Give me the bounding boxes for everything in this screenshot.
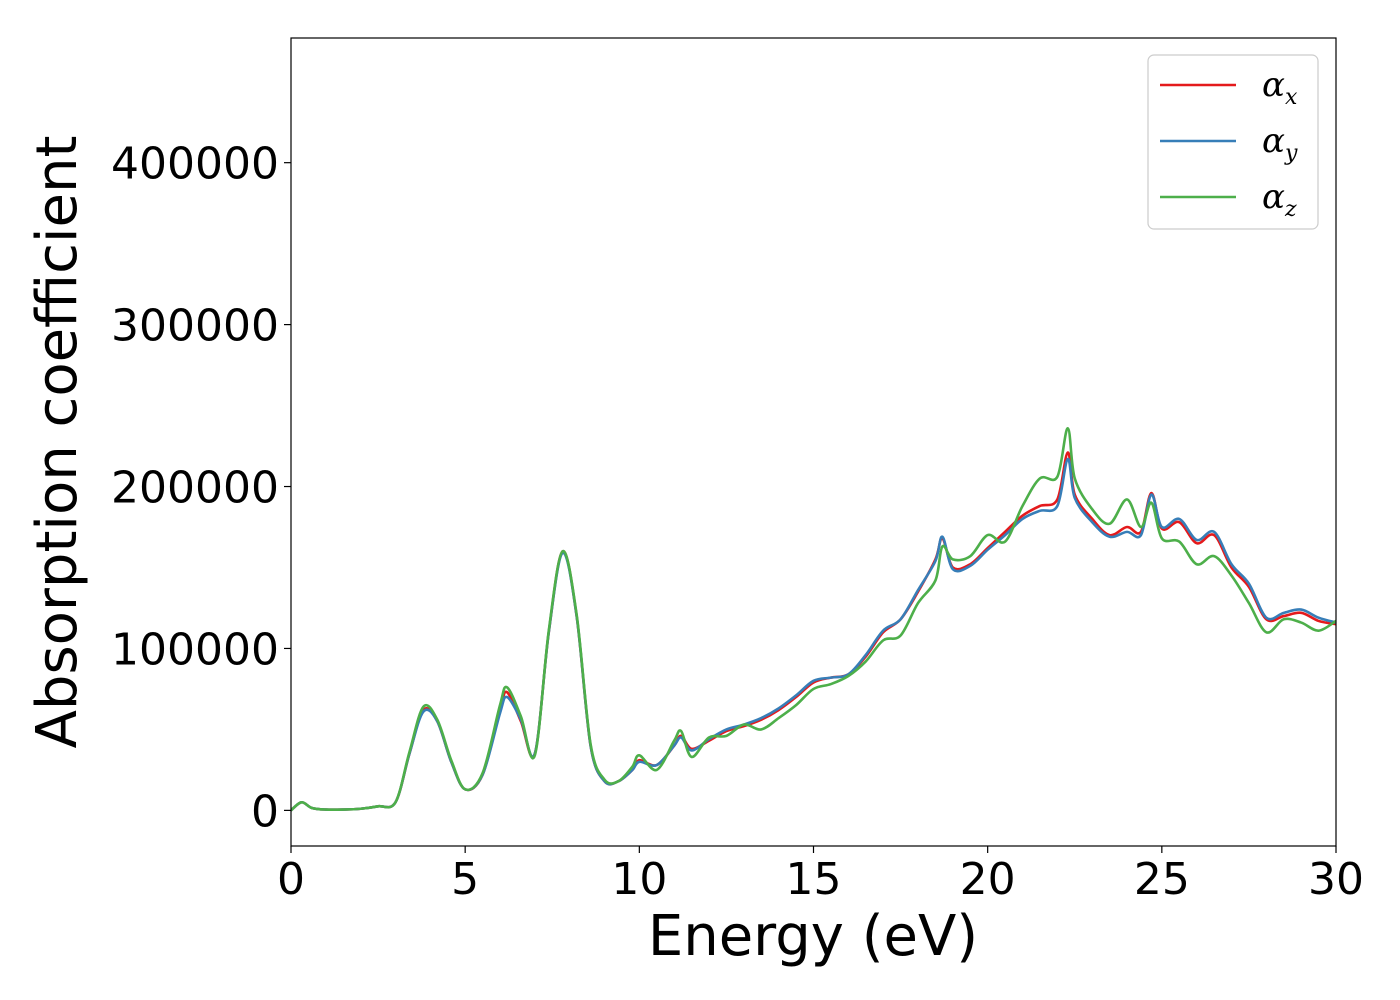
legend-label-x: αx [1262, 65, 1298, 110]
series-layer [291, 426, 1336, 812]
x-tick-label: 10 [611, 854, 667, 905]
x-tick-label: 15 [786, 854, 842, 905]
legend: αx αy αz [1147, 54, 1319, 230]
x-axis-title: Energy (eV) [648, 904, 978, 969]
y-tick-label: 300000 [111, 301, 279, 352]
y-axis-title: Absorption coefficient [25, 136, 90, 749]
x-tick-label: 5 [451, 854, 479, 905]
legend-label-y: αy [1262, 121, 1298, 166]
x-tick-label: 0 [277, 854, 305, 905]
y-tick-label: 200000 [111, 463, 279, 514]
x-tick-label: 30 [1308, 854, 1364, 905]
y-axis-ticks: 0 100000 200000 300000 400000 [111, 139, 291, 837]
y-tick-label: 400000 [111, 139, 279, 190]
x-axis-ticks: 0 5 10 15 20 25 30 [277, 846, 1364, 905]
series-line-z [291, 426, 1336, 812]
x-tick-label: 25 [1134, 854, 1190, 905]
y-tick-label: 100000 [111, 624, 279, 675]
y-tick-label: 0 [251, 786, 279, 837]
legend-label-z: αz [1262, 177, 1297, 222]
x-tick-label: 20 [960, 854, 1016, 905]
